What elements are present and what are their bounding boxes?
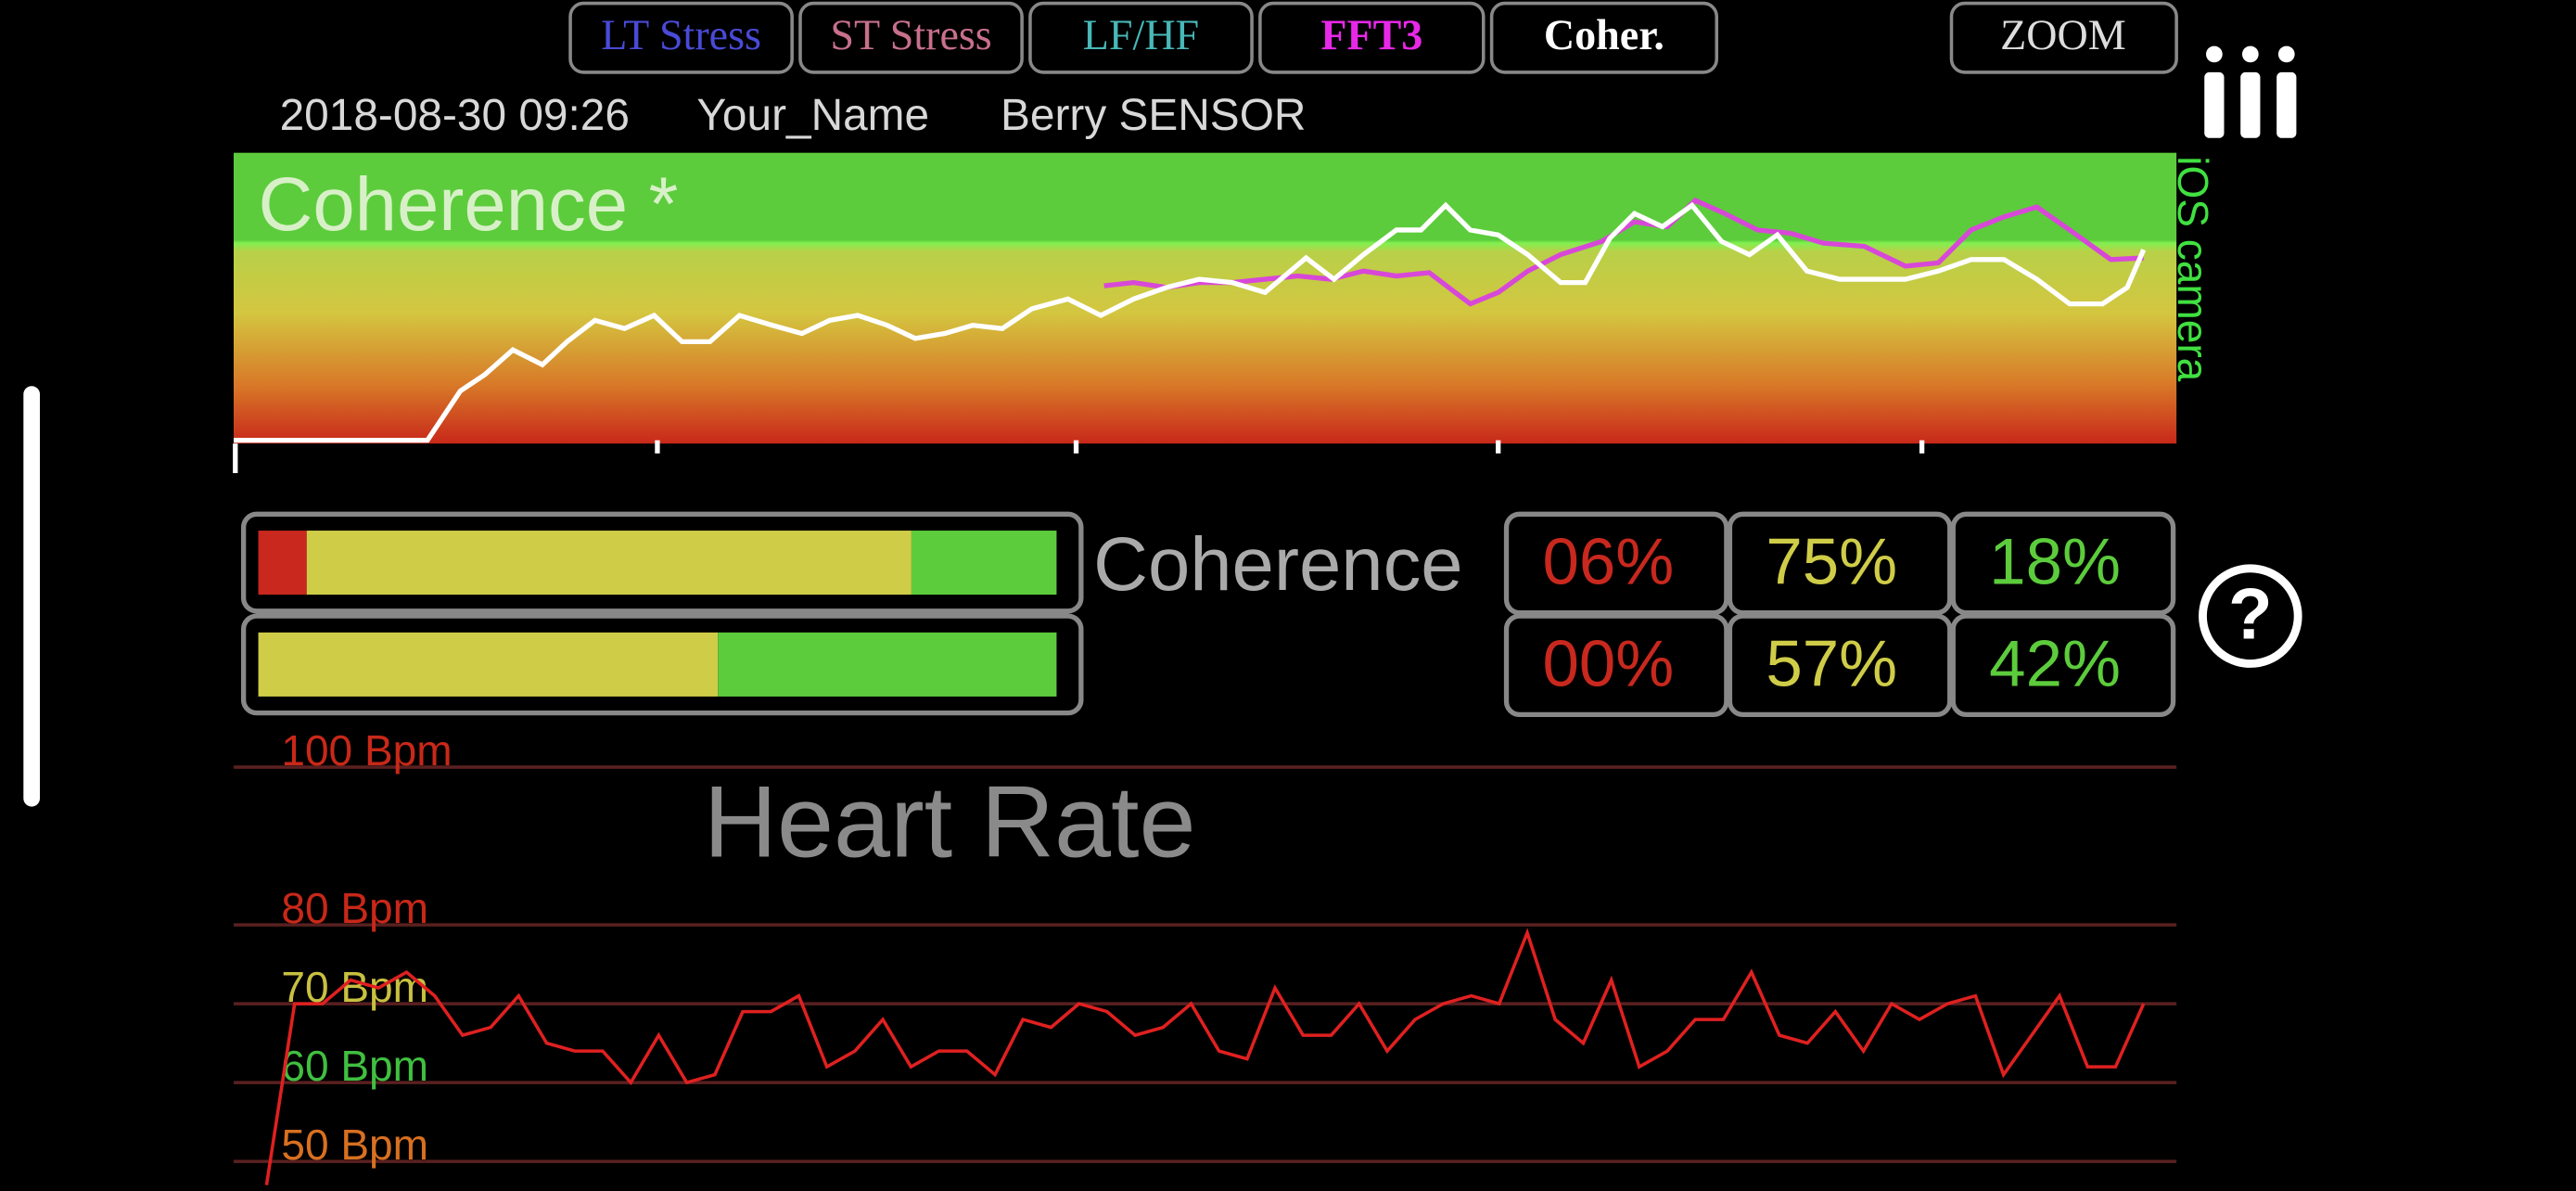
- coherence-trace-white: [233, 201, 2147, 443]
- tab-label[interactable]: ST Stress: [830, 11, 991, 58]
- percent-cell: [1503, 613, 1729, 718]
- time-ticks: [233, 440, 1925, 474]
- tab[interactable]: [568, 1, 794, 74]
- side-handle: [23, 386, 41, 807]
- tab-label[interactable]: Coher.: [1544, 11, 1664, 58]
- summary-bar-segment: [258, 531, 307, 596]
- tab[interactable]: [1489, 1, 1719, 74]
- percent-cell: [1727, 511, 1953, 616]
- percent-value: 18%: [1989, 526, 2121, 599]
- tab-label[interactable]: FFT3: [1320, 11, 1422, 58]
- tab[interactable]: [798, 1, 1024, 74]
- zoom-button[interactable]: [1949, 1, 2178, 74]
- header-datetime: 2018-08-30 09:26: [280, 91, 630, 140]
- tab-label[interactable]: LF/HF: [1083, 11, 1199, 58]
- tab-bar: LT Stress ST Stress LF/HF FFT3 Coher.: [568, 1, 1719, 74]
- help-icon[interactable]: ?: [2228, 572, 2273, 654]
- coherence-title: Coherence *: [259, 162, 679, 247]
- summary-bar-segment: [258, 632, 719, 697]
- help-button[interactable]: ?: [2199, 564, 2302, 668]
- tab[interactable]: [1028, 1, 1254, 74]
- side-label: iOS camera: [2169, 156, 2217, 381]
- percent-grid: 06% 75% 18% 00% 57% 42%: [1503, 511, 2176, 718]
- summary-bar-segment: [911, 531, 1057, 596]
- header-sensor: Berry SENSOR: [1001, 91, 1306, 140]
- summary-bar-segment: [718, 632, 1057, 697]
- percent-cell: [1950, 613, 2176, 718]
- percent-value: 06%: [1542, 526, 1674, 599]
- coherence-plot: [233, 152, 2177, 444]
- summary-bar-segment: [306, 531, 912, 596]
- zoom-label[interactable]: ZOOM: [2000, 11, 2126, 58]
- tab-label[interactable]: LT Stress: [601, 11, 761, 58]
- percent-cell: [1950, 511, 2176, 616]
- percent-cell: [1727, 613, 1953, 718]
- y-tick-label: 50 Bpm: [281, 1121, 428, 1169]
- percent-value: 00%: [1542, 628, 1674, 701]
- percent-value: 57%: [1766, 628, 1897, 701]
- y-tick-label: 60 Bpm: [281, 1042, 428, 1090]
- y-tick-label: 80 Bpm: [281, 884, 428, 932]
- y-tick-label: 100 Bpm: [281, 726, 452, 775]
- tab[interactable]: [1258, 1, 1486, 74]
- menu-icon[interactable]: [2204, 45, 2297, 138]
- heart-rate-line: [264, 928, 2146, 1185]
- heart-rate-title: Heart Rate: [704, 765, 1196, 878]
- header-name: Your_Name: [696, 91, 929, 140]
- percent-cell: [1503, 511, 1729, 616]
- percent-value: 42%: [1989, 628, 2121, 701]
- percent-value: 75%: [1766, 526, 1897, 599]
- summary-label: Coherence: [1093, 522, 1462, 607]
